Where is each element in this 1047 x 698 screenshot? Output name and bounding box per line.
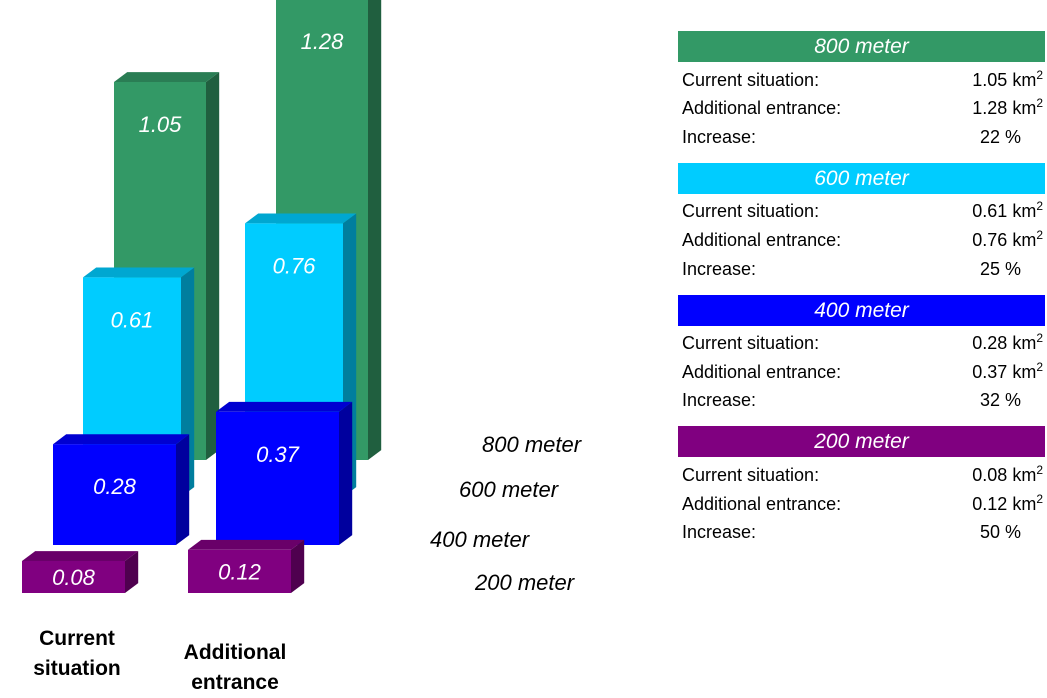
group-header: 800 meter xyxy=(678,31,1045,62)
bar-top xyxy=(83,267,195,278)
row-label: Additional entrance: xyxy=(682,361,842,382)
bar-data-label: 0.61 xyxy=(111,307,154,332)
row-value: 25 % xyxy=(979,258,1021,279)
row-current: Current situation: 0.61 km2 xyxy=(678,194,1045,223)
group-header: 400 meter xyxy=(678,294,1045,326)
row-additional: Additional entrance: 0.76 km2 xyxy=(678,222,1045,251)
bar-top xyxy=(22,551,139,561)
bar-data-label: 0.08 xyxy=(52,565,96,590)
bar-side xyxy=(368,0,382,460)
bar-top xyxy=(114,72,220,82)
row-label: Increase: xyxy=(682,522,757,543)
unit-exponent: 2 xyxy=(1036,491,1043,506)
row-label: Current situation: xyxy=(682,333,820,354)
group-400-meter: 400 meter Current situation: 0.28 km2 Addit… xyxy=(678,294,1045,412)
row-label: Current situation: xyxy=(682,69,820,90)
bar xyxy=(53,444,176,545)
category-label-current: Current situation xyxy=(33,627,121,680)
bar-side xyxy=(339,401,353,545)
depth-axis-label: 400 meter xyxy=(430,527,531,552)
row-value: 1.05 km2 xyxy=(972,67,1043,90)
row-increase: Increase: 50 % xyxy=(678,515,1045,544)
unit-exponent: 2 xyxy=(1036,67,1043,82)
group-600-meter: 600 meter Current situation: 0.61 km2 Addit… xyxy=(678,162,1045,280)
bar-data-label: 1.28 xyxy=(301,29,345,54)
group-header: 600 meter xyxy=(678,162,1045,194)
unit-exponent: 2 xyxy=(1036,199,1043,214)
row-label: Increase: xyxy=(682,390,757,411)
series-200-meter: 0.08 0.12 xyxy=(22,539,305,593)
series-400-meter: 0.28 0.37 xyxy=(53,401,353,545)
group-800-meter: 800 meter Current situation: 1.05 km2 Addit… xyxy=(678,31,1045,148)
unit-exponent: 2 xyxy=(1036,359,1043,374)
row-increase: Increase: 32 % xyxy=(678,383,1045,412)
bar-top xyxy=(188,539,305,550)
summary-panel: 800 meter Current situation: 1.05 km2 Addit… xyxy=(678,31,1045,558)
row-label: Current situation: xyxy=(682,464,820,485)
row-label: Additional entrance: xyxy=(682,98,842,119)
row-value: 50 % xyxy=(979,522,1021,543)
row-label: Current situation: xyxy=(682,201,820,222)
row-increase: Increase: 22 % xyxy=(678,119,1045,148)
unit-exponent: 2 xyxy=(1036,462,1043,477)
row-value: 0.08 km2 xyxy=(972,462,1043,485)
row-current: Current situation: 0.08 km2 xyxy=(678,457,1045,486)
unit-exponent: 2 xyxy=(1036,96,1043,111)
bar-data-label: 0.37 xyxy=(256,442,300,467)
unit-exponent: 2 xyxy=(1036,331,1043,346)
depth-axis-label: 200 meter xyxy=(474,570,576,595)
bar-data-label: 1.05 xyxy=(139,112,183,137)
bar xyxy=(188,549,291,593)
bar-side xyxy=(206,72,220,460)
row-additional: Additional entrance: 0.12 km2 xyxy=(678,486,1045,515)
row-increase: Increase: 25 % xyxy=(678,251,1045,280)
bar-top xyxy=(245,213,357,224)
row-current: Current situation: 1.05 km2 xyxy=(678,62,1045,91)
row-additional: Additional entrance: 0.37 km2 xyxy=(678,354,1045,383)
group-header: 200 meter xyxy=(678,426,1045,458)
row-value: 0.37 km2 xyxy=(972,359,1043,382)
bar-data-label: 0.12 xyxy=(218,559,261,584)
bar-top xyxy=(216,401,353,412)
row-label: Additional entrance: xyxy=(682,493,842,514)
bar-data-label: 0.28 xyxy=(93,474,137,499)
unit-exponent: 2 xyxy=(1036,227,1043,242)
group-200-meter: 200 meter Current situation: 0.08 km2 Addit… xyxy=(678,426,1045,543)
bar-side xyxy=(291,539,305,593)
bar-side xyxy=(176,434,190,545)
row-current: Current situation: 0.28 km2 xyxy=(678,326,1045,355)
row-label: Increase: xyxy=(682,126,757,147)
category-label-additional: Additional entrance xyxy=(183,641,287,694)
row-value: 0.61 km2 xyxy=(972,199,1043,222)
bar-top xyxy=(53,434,190,445)
depth-axis-label: 600 meter xyxy=(459,477,560,502)
row-additional: Additional entrance: 1.28 km2 xyxy=(678,91,1045,120)
bar xyxy=(216,411,339,545)
row-label: Increase: xyxy=(682,258,757,279)
bar-side xyxy=(125,551,139,593)
bar-data-label: 0.76 xyxy=(273,253,317,278)
row-value: 22 % xyxy=(979,126,1021,147)
bar xyxy=(22,561,125,593)
row-value: 32 % xyxy=(979,390,1021,411)
depth-axis-label: 800 meter xyxy=(482,432,583,457)
row-value: 0.12 km2 xyxy=(972,491,1043,514)
row-value: 0.28 km2 xyxy=(972,331,1043,354)
row-label: Additional entrance: xyxy=(682,229,842,250)
row-value: 0.76 km2 xyxy=(972,227,1043,250)
row-value: 1.28 km2 xyxy=(972,96,1043,119)
